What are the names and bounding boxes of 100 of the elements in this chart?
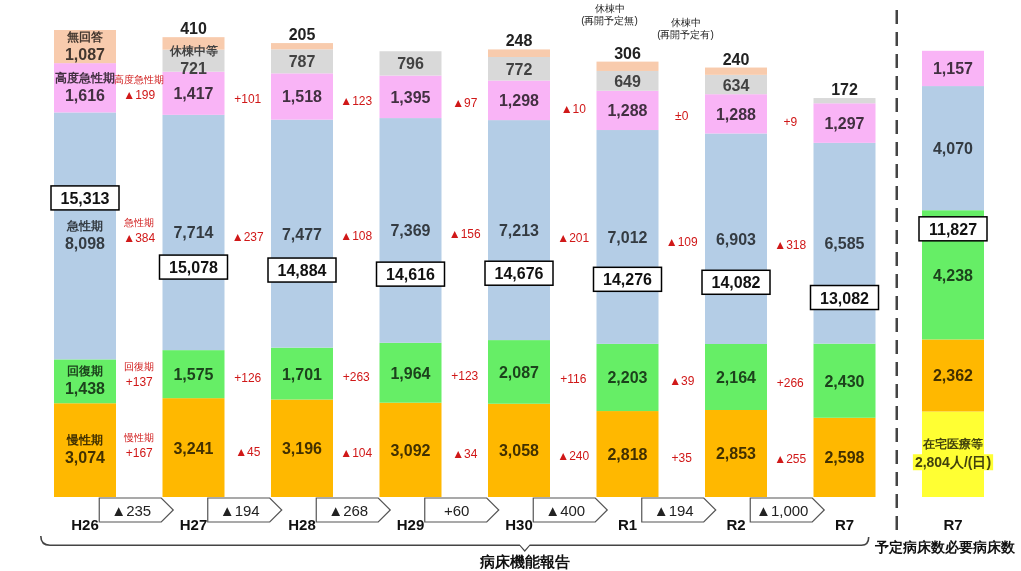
data-label: 7,012 — [607, 228, 648, 246]
total-label: 13,082 — [820, 289, 870, 307]
data-label: 6,585 — [824, 235, 865, 253]
data-label: 2,087 — [498, 363, 540, 381]
data-label: 1,518 — [281, 88, 323, 106]
bar — [162, 350, 225, 399]
data-label: 2,818 — [607, 446, 648, 464]
data-label: 1,575 — [173, 366, 214, 384]
text: 予定病床数必要病床数 — [874, 539, 1016, 555]
annotation: 高度急性期 — [114, 73, 165, 85]
annotation: 回復期 — [124, 360, 155, 372]
data-label: 240 — [722, 50, 750, 68]
x-tick-label: H29 — [396, 516, 425, 533]
series-label: 急性期 — [66, 218, 103, 233]
data-label: 2,430 — [824, 372, 865, 390]
data-label: 6,903 — [715, 230, 757, 248]
data-label: 2,853 — [715, 445, 757, 463]
bar — [162, 398, 225, 497]
data-label: 634 — [722, 76, 750, 94]
data-label: 2,598 — [824, 449, 865, 467]
bar — [922, 339, 984, 412]
bar — [379, 402, 442, 497]
data-label: 649 — [614, 72, 641, 90]
bar — [813, 343, 876, 418]
bar — [705, 67, 767, 75]
x-tick-label: R7 — [834, 516, 855, 533]
annotation: ▲201 — [557, 230, 590, 245]
annotation: +101 — [234, 91, 262, 106]
data-label: 721 — [180, 59, 207, 77]
data-label: 172 — [831, 81, 858, 99]
data-label: 3,074 — [64, 449, 106, 467]
total-label: 15,313 — [60, 189, 110, 207]
x-tick-label: R7 — [943, 516, 963, 533]
bar — [813, 98, 876, 104]
data-label: 2,804人/(日) — [914, 454, 992, 471]
data-label: 3,092 — [390, 441, 431, 459]
annotation: ▲123 — [340, 93, 373, 108]
total-label: 14,082 — [711, 274, 761, 292]
bar — [705, 344, 767, 410]
bar — [271, 73, 333, 120]
data-label: 1,288 — [607, 102, 648, 120]
bar — [271, 347, 333, 400]
annotation: ▲34 — [452, 447, 478, 462]
data-label: 1,616 — [64, 86, 106, 104]
bar — [596, 343, 659, 412]
data-label: 1,297 — [824, 115, 865, 133]
annotation: ±0 — [675, 109, 689, 124]
series-label: 無回答 — [66, 29, 104, 44]
bar — [922, 86, 984, 211]
bar — [379, 342, 442, 403]
data-label: 306 — [614, 44, 641, 62]
data-label: 7,477 — [281, 225, 323, 243]
bar — [813, 103, 876, 143]
data-label: 796 — [397, 55, 424, 73]
data-label: 2,203 — [607, 369, 648, 387]
data-label: 4,070 — [932, 140, 974, 158]
x-tick-label: R2 — [726, 516, 746, 533]
data-label: 1,298 — [498, 92, 540, 110]
bar — [488, 56, 550, 81]
data-label: 787 — [288, 53, 316, 71]
annotation: ▲104 — [340, 446, 373, 461]
annotation: 休棟中 (再開予定有) — [657, 17, 714, 40]
total-label: 14,276 — [603, 271, 653, 289]
x-tick-label: H27 — [179, 516, 208, 533]
data-label: 1,417 — [173, 85, 214, 103]
data-label: 8,098 — [64, 234, 106, 252]
data-label: 772 — [505, 60, 533, 78]
total-label: 14,616 — [386, 266, 436, 284]
total-last: 11,827 — [918, 216, 988, 242]
data-label: 1,288 — [715, 105, 757, 123]
annotation: ▲109 — [665, 234, 699, 249]
bar — [271, 399, 333, 497]
x-tick-label: H28 — [288, 516, 316, 533]
bar — [271, 43, 333, 50]
series-label: 休棟中等 — [168, 43, 218, 58]
annotation: ▲39 — [669, 374, 695, 389]
data-label: 2,362 — [932, 367, 974, 385]
data-label: 7,714 — [173, 224, 214, 242]
data-label: 3,241 — [173, 439, 214, 457]
bar — [596, 411, 659, 497]
bar — [488, 403, 550, 497]
annotation: ▲237 — [231, 230, 265, 245]
data-label: 3,058 — [498, 442, 540, 460]
data-label: 2,164 — [715, 368, 757, 386]
data-label: 1,087 — [64, 45, 106, 63]
text: 病床機能報告 — [478, 553, 570, 570]
data-label: 1,964 — [390, 364, 431, 382]
bar — [705, 409, 767, 497]
annotation: +266 — [776, 375, 805, 390]
series-label: 慢性期 — [66, 433, 103, 448]
annotation: 慢性期 — [123, 431, 155, 443]
annotation: ▲199 — [123, 87, 156, 102]
x-tick-label: H30 — [505, 516, 533, 533]
annotation: ▲240 — [557, 449, 590, 464]
text: 休棟中 (再開予定無) — [581, 3, 638, 26]
x-tick-label: R1 — [617, 516, 638, 533]
annotation: +263 — [342, 370, 371, 385]
annotation: +137 — [125, 374, 154, 389]
data-label: 248 — [505, 32, 533, 50]
annotation: 急性期 — [123, 217, 155, 229]
